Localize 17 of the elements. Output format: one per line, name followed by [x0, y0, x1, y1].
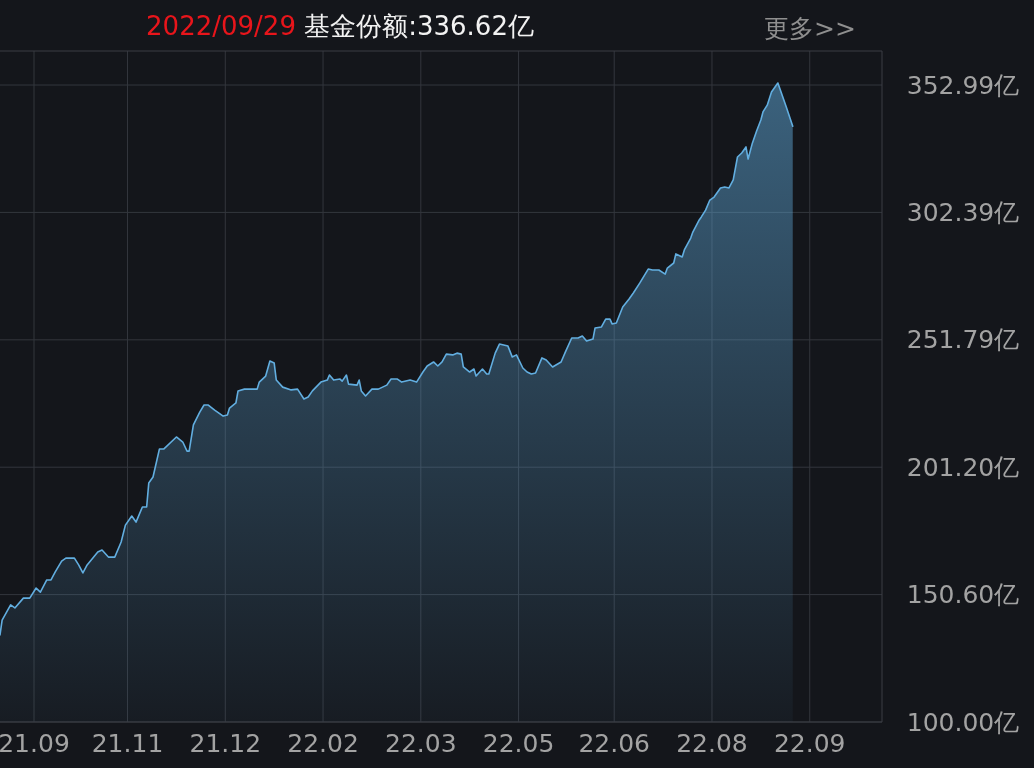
text: 更多>>	[764, 13, 856, 43]
y-tick-label: 100.00亿	[906, 707, 1020, 737]
y-tick-label: 251.79亿	[906, 325, 1020, 355]
x-tick-label: 21.09	[0, 728, 70, 758]
x-tick-label: 22.08	[676, 728, 748, 758]
x-tick-label: 22.02	[287, 728, 359, 758]
x-tick-label: 22.09	[773, 728, 846, 758]
y-tick-label: 302.39亿	[906, 197, 1020, 227]
chart-title: 2022/09/29 基金份额:336.62亿	[146, 11, 534, 41]
x-tick-label: 22.03	[385, 728, 457, 758]
x-tick-label: 22.05	[482, 728, 555, 758]
y-tick-label: 150.60亿	[906, 580, 1020, 610]
x-tick-label: 22.06	[578, 728, 650, 758]
x-tick-label: 21.12	[189, 728, 262, 758]
y-tick-label: 201.20亿	[906, 452, 1020, 482]
y-tick-label: 352.99亿	[906, 70, 1020, 100]
x-tick-label: 21.11	[91, 728, 164, 758]
